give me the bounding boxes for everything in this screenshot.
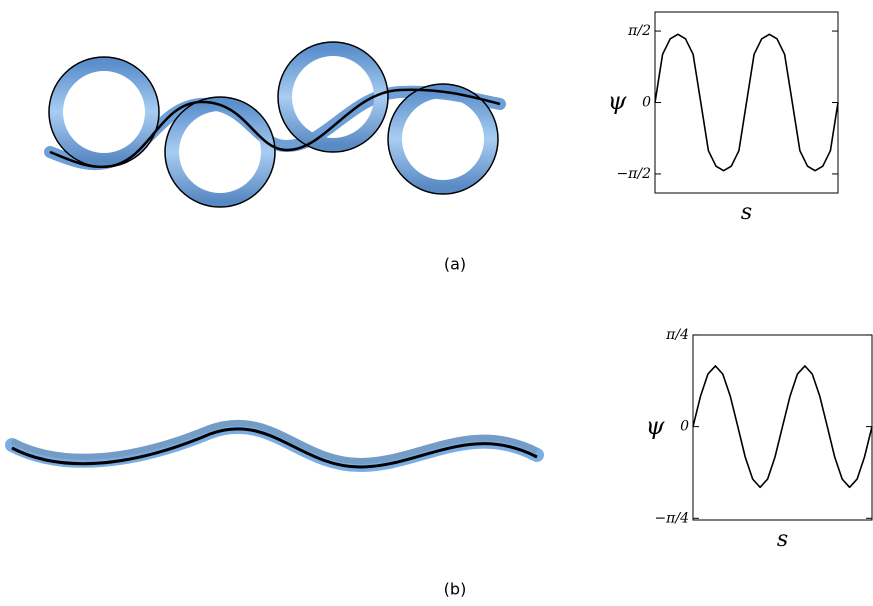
y-tick-label: π/2 [627, 23, 651, 39]
loop [165, 97, 275, 207]
y-axis-label: ψ [608, 87, 628, 115]
caption: (a) [444, 255, 466, 274]
centerline [387, 83, 499, 195]
data-line [654, 33, 839, 172]
loop [49, 57, 159, 167]
x-axis-label: s [741, 200, 752, 225]
x-axis-label: s [777, 527, 788, 552]
y-tick-label: 0 [680, 419, 689, 435]
y-axis-label: ψ [646, 412, 666, 440]
centerline [11, 427, 538, 469]
rod-shade [10, 419, 539, 465]
centerline [49, 88, 501, 169]
data-line [692, 365, 873, 489]
y-tick-label: π/4 [665, 327, 689, 343]
y-tick-label: −π/4 [654, 510, 689, 526]
centerline [277, 41, 389, 153]
y-tick-label: −π/2 [616, 166, 651, 182]
illustration-b [5, 419, 544, 473]
loop [278, 42, 388, 152]
centerline [164, 96, 276, 208]
centerline [48, 56, 160, 168]
illustration-a [44, 41, 506, 208]
caption: (b) [444, 580, 467, 599]
loop [388, 84, 498, 194]
y-tick-label: 0 [642, 95, 651, 111]
rod [5, 419, 544, 473]
